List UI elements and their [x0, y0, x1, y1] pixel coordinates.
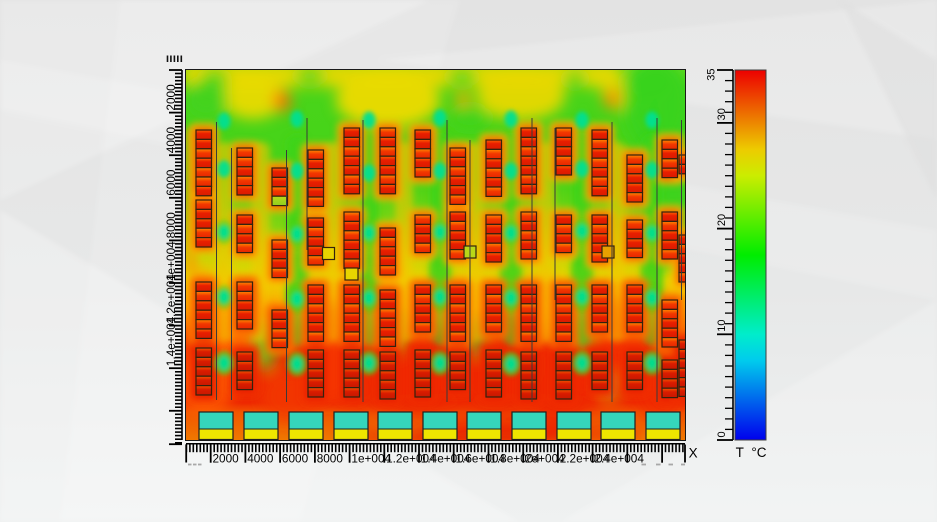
svg-text:6000: 6000: [164, 169, 178, 196]
svg-text:1e+004: 1e+004: [351, 452, 391, 466]
svg-text:30: 30: [716, 108, 728, 120]
svg-text:1.4e+004: 1.4e+004: [421, 452, 471, 466]
svg-text:1.4e+004: 1.4e+004: [164, 316, 178, 366]
svg-text:2.2e+004: 2.2e+004: [560, 452, 610, 466]
svg-text:4000: 4000: [247, 452, 274, 466]
svg-text:1.2e+004: 1.2e+004: [386, 452, 436, 466]
svg-text:2.4e+004: 2.4e+004: [594, 452, 644, 466]
svg-text:X: X: [689, 445, 698, 460]
svg-text:10: 10: [716, 320, 728, 332]
svg-text:8000: 8000: [317, 452, 344, 466]
svg-text:1.6e+004: 1.6e+004: [456, 452, 506, 466]
svg-text:2000: 2000: [164, 84, 178, 111]
svg-text:35: 35: [706, 69, 718, 81]
svg-text:1e+004: 1e+004: [164, 241, 178, 281]
svg-text:2e+004: 2e+004: [525, 452, 565, 466]
svg-text:4000: 4000: [164, 127, 178, 154]
svg-text:1.8e+004: 1.8e+004: [490, 452, 540, 466]
svg-text:T °C: T °C: [736, 445, 767, 460]
svg-text:2000: 2000: [213, 452, 240, 466]
svg-text:1.2e+004: 1.2e+004: [164, 274, 178, 324]
svg-text:8000: 8000: [164, 212, 178, 239]
svg-text:6000: 6000: [282, 452, 309, 466]
svg-text:20: 20: [716, 214, 728, 226]
svg-text:0: 0: [716, 431, 728, 437]
